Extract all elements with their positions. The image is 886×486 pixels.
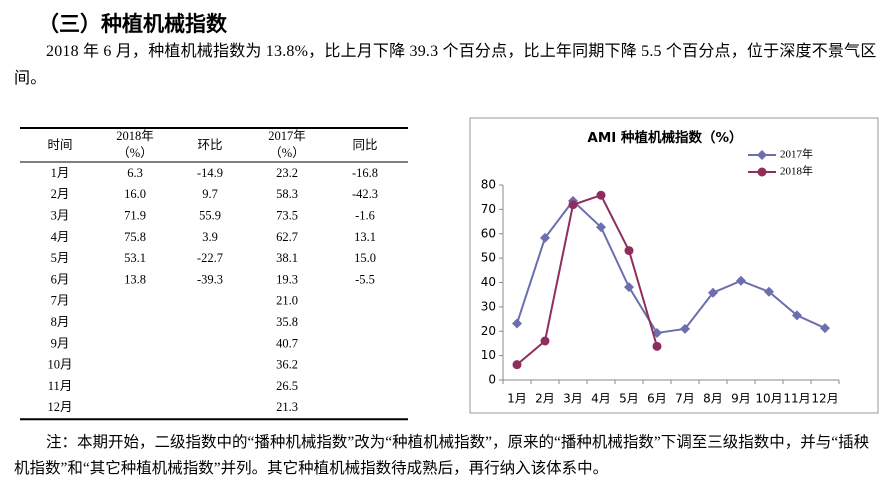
y-tick-label: 80 <box>481 178 496 192</box>
point <box>624 246 634 256</box>
table-cell: 58.3 <box>276 187 298 201</box>
table-cell: 15.0 <box>354 251 376 265</box>
point <box>596 222 606 233</box>
x-tick-label: 4月 <box>591 392 611 406</box>
y-tick-label: 30 <box>481 299 496 313</box>
table-cell: 40.7 <box>276 336 298 350</box>
table-cell: 75.8 <box>124 230 146 244</box>
table-cell: 6月 <box>51 272 70 286</box>
table-cell: 38.1 <box>276 251 298 265</box>
table-cell: 71.9 <box>124 208 146 222</box>
series-line <box>516 199 826 335</box>
table-cell: 23.2 <box>276 166 298 180</box>
x-tick-label: 6月 <box>647 392 667 406</box>
chart-frame <box>469 117 879 414</box>
table-cell: -22.7 <box>197 251 223 265</box>
table-cell: 2月 <box>51 187 70 201</box>
x-tick-label: 8月 <box>703 392 723 406</box>
table-cell: 55.9 <box>199 208 221 222</box>
table-cell: 16.0 <box>124 187 146 201</box>
table-cell: 11月 <box>48 379 73 393</box>
table-cell: 9.7 <box>202 187 218 201</box>
table-header: 2018年 <box>116 129 154 143</box>
table-cell: 10月 <box>47 358 72 372</box>
x-tick-label: 12月 <box>811 392 838 406</box>
table-header: 2017年 <box>268 129 306 143</box>
table-cell: 3.9 <box>202 230 218 244</box>
legend-marker <box>757 150 767 160</box>
table-cell: 35.8 <box>276 315 298 329</box>
x-tick-label: 7月 <box>675 392 695 406</box>
table-header: 环比 <box>197 138 222 152</box>
table-cell: -1.6 <box>355 208 375 222</box>
table-cell: 1月 <box>51 166 70 180</box>
table-cell: 13.8 <box>124 272 146 286</box>
y-tick-label: 50 <box>481 251 496 265</box>
table-cell: -14.9 <box>197 166 223 180</box>
table-cell: 3月 <box>51 208 70 222</box>
x-tick-label: 1月 <box>507 392 527 406</box>
point <box>512 318 522 329</box>
heading: （三）种植机械指数 <box>38 12 227 36</box>
table-cell: 26.5 <box>276 379 298 393</box>
table-cell: -5.5 <box>355 272 375 286</box>
table-header: 同比 <box>352 138 377 152</box>
point <box>792 310 802 321</box>
x-tick-label: 2月 <box>535 392 555 406</box>
table-cell: 7月 <box>51 294 70 308</box>
point <box>540 336 550 346</box>
table-cell: 9月 <box>51 336 70 350</box>
table-header: 时间 <box>47 138 72 152</box>
table-header: （%） <box>269 146 304 160</box>
x-tick-label: 9月 <box>731 392 751 406</box>
series-line <box>516 194 658 366</box>
y-tick-label: 40 <box>481 275 496 289</box>
table-header: （%） <box>117 146 152 160</box>
legend-marker <box>757 167 767 177</box>
table-cell: 62.7 <box>276 230 298 244</box>
figures: AMI 种植机械指数（%） 时间 2018年 （%） 环比 2017年 （%） 同比 1月 6.… <box>20 117 879 421</box>
paragraph: 2018 年 6 月，种植机械指数为 13.8%，比上月下降 39.3 个百分点… <box>14 43 877 87</box>
point <box>512 360 522 370</box>
table-cell: -16.8 <box>352 166 378 180</box>
y-tick-label: 0 <box>488 373 496 387</box>
table-cell: 4月 <box>51 230 70 244</box>
table-cell: 73.5 <box>276 208 298 222</box>
table-cell: 19.3 <box>276 272 298 286</box>
table-cell: 36.2 <box>276 358 298 372</box>
point <box>568 200 578 210</box>
table-cell: 6.3 <box>127 166 143 180</box>
table-cell: 8月 <box>51 315 70 329</box>
point <box>596 190 606 200</box>
y-tick-label: 60 <box>481 226 496 240</box>
table-cell: 13.1 <box>354 230 376 244</box>
point <box>820 323 830 334</box>
table-cell: 21.3 <box>276 400 298 414</box>
point <box>708 287 718 298</box>
chart-title: AMI 种植机械指数（%） <box>587 129 742 146</box>
point <box>680 323 690 334</box>
point <box>540 232 550 243</box>
note: 注：本期开始，二级指数中的“播种机械指数”改为“种植机械指数”，原来的“播种机械… <box>14 434 870 477</box>
table-cell: 21.0 <box>276 294 298 308</box>
table-cell: -39.3 <box>197 272 223 286</box>
x-tick-label: 10月 <box>755 392 782 406</box>
table-cell: 12月 <box>47 400 72 414</box>
table-cell: -42.3 <box>352 187 378 201</box>
legend-label: 2017年 <box>780 147 813 161</box>
point <box>736 275 746 286</box>
table-cell: 53.1 <box>124 251 146 265</box>
y-tick-label: 70 <box>481 202 496 216</box>
point <box>764 286 774 297</box>
y-tick-label: 10 <box>481 348 496 362</box>
y-tick-label: 20 <box>481 324 496 338</box>
table-cell: 5月 <box>51 251 70 265</box>
point <box>652 341 662 351</box>
point <box>624 282 634 293</box>
x-tick-label: 11月 <box>783 392 810 406</box>
x-tick-label: 3月 <box>563 392 583 406</box>
legend-label: 2018年 <box>780 164 813 178</box>
x-tick-label: 5月 <box>619 392 639 406</box>
